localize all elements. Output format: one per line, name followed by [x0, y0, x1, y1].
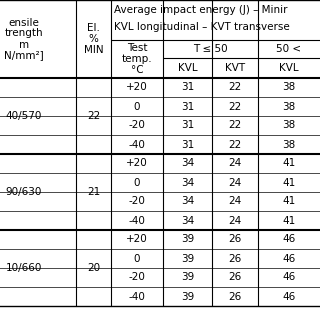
Text: %: % — [89, 34, 99, 44]
Text: MIN: MIN — [84, 45, 103, 55]
Text: 31: 31 — [181, 101, 194, 111]
Text: 34: 34 — [181, 158, 194, 169]
Text: 26: 26 — [228, 235, 242, 244]
Text: 38: 38 — [282, 140, 296, 149]
Text: 24: 24 — [228, 196, 242, 206]
Text: 46: 46 — [282, 292, 296, 301]
Text: 26: 26 — [228, 273, 242, 283]
Text: temp.: temp. — [122, 54, 152, 64]
Text: 38: 38 — [282, 101, 296, 111]
Text: 39: 39 — [181, 273, 194, 283]
Text: T ≤ 50: T ≤ 50 — [193, 44, 228, 54]
Text: KVL: KVL — [279, 63, 299, 73]
Text: 34: 34 — [181, 178, 194, 188]
Text: 31: 31 — [181, 140, 194, 149]
Text: 22: 22 — [228, 101, 242, 111]
Text: 22: 22 — [228, 83, 242, 92]
Text: 26: 26 — [228, 253, 242, 263]
Text: 31: 31 — [181, 83, 194, 92]
Text: 41: 41 — [282, 215, 296, 226]
Text: Test: Test — [127, 43, 147, 53]
Text: 21: 21 — [87, 187, 100, 197]
Text: 41: 41 — [282, 178, 296, 188]
Text: 50 <: 50 < — [276, 44, 301, 54]
Text: 10/660: 10/660 — [6, 263, 42, 273]
Text: 40/570: 40/570 — [6, 111, 42, 121]
Text: -40: -40 — [129, 292, 145, 301]
Text: -40: -40 — [129, 140, 145, 149]
Text: trength: trength — [5, 28, 43, 38]
Text: 24: 24 — [228, 158, 242, 169]
Text: 34: 34 — [181, 215, 194, 226]
Text: 0: 0 — [134, 178, 140, 188]
Text: 0: 0 — [134, 253, 140, 263]
Text: ensile: ensile — [9, 18, 39, 28]
Text: -20: -20 — [129, 273, 145, 283]
Text: 0: 0 — [134, 101, 140, 111]
Text: N/mm²]: N/mm²] — [4, 51, 44, 60]
Text: 24: 24 — [228, 215, 242, 226]
Text: 22: 22 — [228, 121, 242, 131]
Text: 46: 46 — [282, 273, 296, 283]
Text: +20: +20 — [126, 83, 148, 92]
Text: 46: 46 — [282, 253, 296, 263]
Text: 90/630: 90/630 — [6, 187, 42, 197]
Text: 22: 22 — [228, 140, 242, 149]
Text: 39: 39 — [181, 292, 194, 301]
Text: El.: El. — [87, 23, 100, 33]
Text: 39: 39 — [181, 235, 194, 244]
Text: 41: 41 — [282, 158, 296, 169]
Text: 38: 38 — [282, 83, 296, 92]
Text: 41: 41 — [282, 196, 296, 206]
Text: 34: 34 — [181, 196, 194, 206]
Text: °C: °C — [131, 65, 143, 75]
Text: KVL: KVL — [178, 63, 197, 73]
Text: 38: 38 — [282, 121, 296, 131]
Text: Average impact energy (J) – Minir: Average impact energy (J) – Minir — [114, 5, 287, 15]
Text: 20: 20 — [87, 263, 100, 273]
Text: KVT: KVT — [225, 63, 245, 73]
Text: 26: 26 — [228, 292, 242, 301]
Text: 24: 24 — [228, 178, 242, 188]
Text: 39: 39 — [181, 253, 194, 263]
Text: -20: -20 — [129, 121, 145, 131]
Text: m: m — [19, 39, 29, 50]
Text: 46: 46 — [282, 235, 296, 244]
Text: 31: 31 — [181, 121, 194, 131]
Text: +20: +20 — [126, 158, 148, 169]
Text: -40: -40 — [129, 215, 145, 226]
Text: KVL longitudinal – KVT transverse: KVL longitudinal – KVT transverse — [114, 22, 290, 32]
Text: -20: -20 — [129, 196, 145, 206]
Text: 22: 22 — [87, 111, 100, 121]
Text: +20: +20 — [126, 235, 148, 244]
